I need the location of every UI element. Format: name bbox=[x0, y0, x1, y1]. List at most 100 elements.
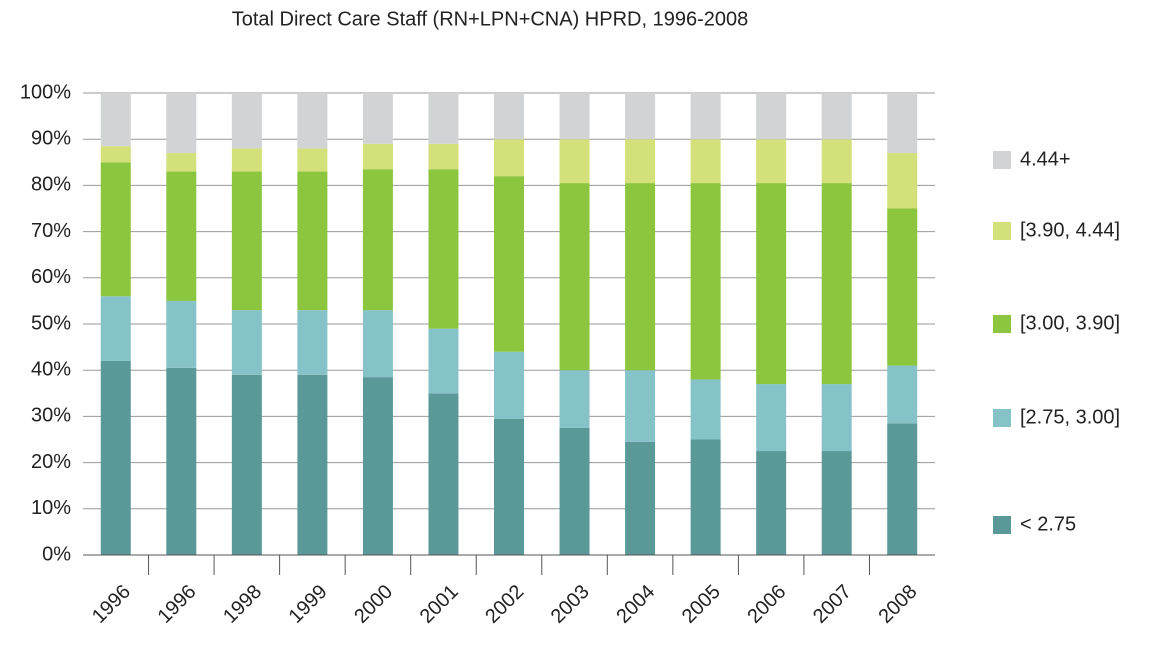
bar-segment bbox=[362, 169, 393, 311]
bar-segment bbox=[887, 93, 918, 154]
y-tick-label: 70% bbox=[31, 220, 71, 242]
x-tick-label: 2000 bbox=[350, 581, 397, 628]
bar-segment bbox=[625, 93, 656, 140]
x-tick-label: 2003 bbox=[547, 581, 594, 628]
bar-segment bbox=[166, 171, 197, 301]
x-tick-label: 1996 bbox=[88, 581, 135, 628]
bar-segment bbox=[625, 139, 656, 184]
x-tick-label: 1999 bbox=[285, 581, 332, 628]
bar-segment bbox=[756, 183, 787, 385]
bar-segment bbox=[100, 360, 131, 555]
bar-segment bbox=[297, 93, 328, 149]
bar-segment bbox=[166, 153, 197, 172]
x-tick-label: 1996 bbox=[154, 581, 201, 628]
bar-segment bbox=[559, 139, 590, 184]
bar-segment bbox=[100, 146, 131, 163]
legend-label: [3.90, 4.44] bbox=[1020, 219, 1120, 241]
y-tick-label: 80% bbox=[31, 174, 71, 196]
bar-segment bbox=[494, 93, 524, 140]
bar-segment bbox=[494, 351, 524, 419]
bar-segment bbox=[690, 379, 721, 440]
chart-title: Total Direct Care Staff (RN+LPN+CNA) HPR… bbox=[232, 8, 749, 30]
bar-segment bbox=[756, 139, 787, 184]
bar-segment bbox=[100, 93, 131, 147]
y-tick-label: 10% bbox=[31, 497, 71, 519]
bar-segment bbox=[625, 183, 656, 371]
y-tick-label: 100% bbox=[20, 81, 71, 103]
bar-segment bbox=[428, 328, 459, 394]
bar-segment bbox=[756, 93, 787, 140]
bar-segment bbox=[625, 441, 656, 555]
x-tick-label: 2005 bbox=[678, 581, 725, 628]
bar-segment bbox=[756, 384, 787, 452]
bar-segment bbox=[231, 93, 262, 149]
bar-segment bbox=[428, 143, 459, 170]
y-tick-label: 60% bbox=[31, 266, 71, 288]
bar-segment bbox=[494, 176, 524, 352]
bar-segment bbox=[428, 93, 459, 144]
bar-segment bbox=[887, 365, 918, 424]
bar-segment bbox=[494, 418, 524, 555]
legend-swatch bbox=[993, 315, 1011, 333]
legend-label: < 2.75 bbox=[1020, 513, 1076, 535]
legend-swatch bbox=[993, 151, 1011, 169]
bar-segment bbox=[887, 153, 918, 209]
x-tick-label: 2001 bbox=[416, 581, 463, 628]
x-tick-label: 2007 bbox=[809, 581, 856, 628]
legend-swatch bbox=[993, 409, 1011, 427]
x-tick-label: 2008 bbox=[874, 581, 921, 628]
legend-label: [2.75, 3.00] bbox=[1020, 406, 1120, 428]
bar-segment bbox=[297, 374, 328, 555]
bar-segment bbox=[231, 171, 262, 311]
y-tick-label: 50% bbox=[31, 312, 71, 334]
bar-segment bbox=[756, 451, 787, 555]
x-tick-label: 1998 bbox=[219, 581, 266, 628]
bar-segment bbox=[494, 139, 524, 177]
bar-segment bbox=[821, 93, 852, 140]
bar-segment bbox=[690, 93, 721, 140]
bar-segment bbox=[362, 310, 393, 378]
y-tick-label: 30% bbox=[31, 405, 71, 427]
x-tick-label: 2006 bbox=[743, 581, 790, 628]
bar-segment bbox=[362, 377, 393, 555]
bar-segment bbox=[166, 367, 197, 555]
bar-segment bbox=[166, 93, 197, 154]
bar-segment bbox=[100, 162, 131, 297]
bar-segment bbox=[559, 370, 590, 428]
x-tick-label: 2004 bbox=[612, 581, 659, 628]
y-tick-label: 20% bbox=[31, 451, 71, 473]
bar-segment bbox=[559, 427, 590, 555]
bar-segment bbox=[690, 183, 721, 380]
bar-segment bbox=[821, 451, 852, 555]
bar-segment bbox=[887, 423, 918, 555]
bar-segment bbox=[231, 374, 262, 555]
bar-segment bbox=[821, 384, 852, 452]
bar-segment bbox=[428, 393, 459, 555]
bar-segment bbox=[362, 143, 393, 170]
bar-segment bbox=[166, 300, 197, 368]
bar-segment bbox=[100, 296, 131, 361]
bar-segment bbox=[559, 93, 590, 140]
bar-segment bbox=[297, 171, 328, 311]
bar-segment bbox=[428, 169, 459, 329]
y-tick-label: 90% bbox=[31, 127, 71, 149]
bar-segment bbox=[690, 439, 721, 555]
bar-segment bbox=[625, 370, 656, 442]
y-tick-label: 40% bbox=[31, 358, 71, 380]
y-tick-label: 0% bbox=[42, 543, 71, 565]
bar-segment bbox=[690, 139, 721, 184]
bar-segment bbox=[231, 310, 262, 375]
bar-segment bbox=[297, 148, 328, 172]
bar-segment bbox=[559, 183, 590, 371]
legend-swatch bbox=[993, 222, 1011, 240]
bar-segment bbox=[887, 208, 918, 366]
bar-segment bbox=[362, 93, 393, 144]
legend-label: [3.00, 3.90] bbox=[1020, 312, 1120, 334]
legend-swatch bbox=[993, 516, 1011, 534]
bar-segment bbox=[231, 148, 262, 172]
bar-segment bbox=[821, 139, 852, 184]
legend-label: 4.44+ bbox=[1020, 148, 1071, 170]
x-tick-label: 2002 bbox=[481, 581, 528, 628]
bar-segment bbox=[297, 310, 328, 375]
